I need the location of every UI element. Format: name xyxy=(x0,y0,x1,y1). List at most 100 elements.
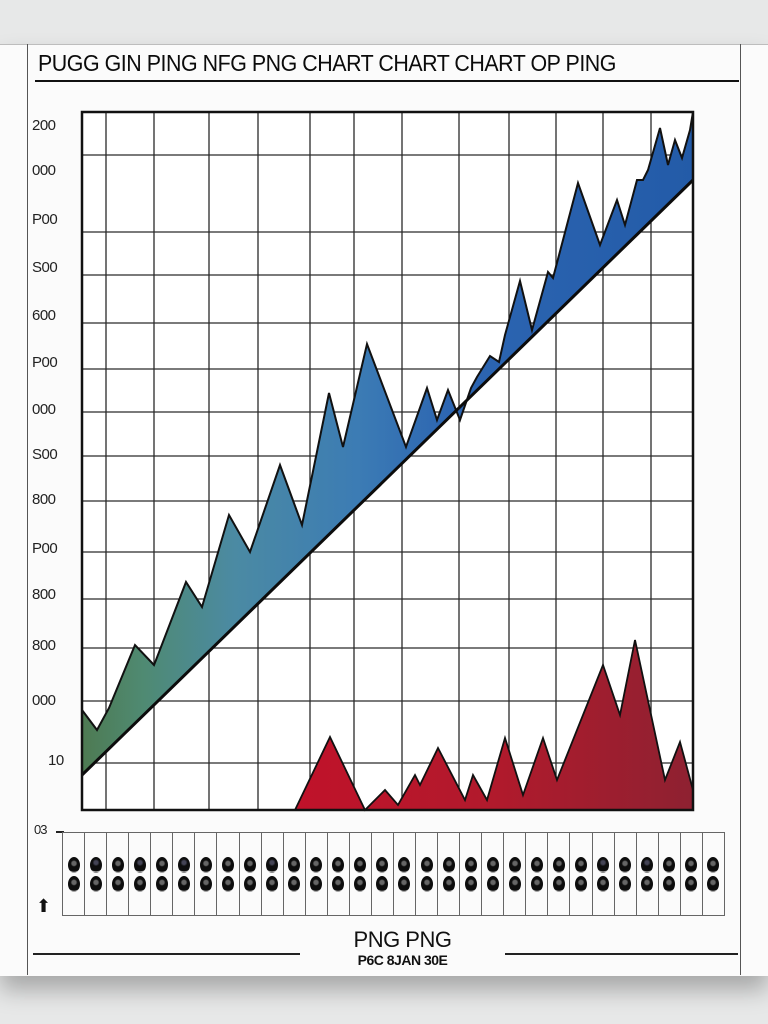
legend-cell xyxy=(150,833,172,915)
eye-dot-icon xyxy=(420,875,433,892)
eye-dot-icon xyxy=(111,875,124,892)
legend-cell xyxy=(503,833,525,915)
plot-border xyxy=(80,110,695,812)
eye-dot-icon xyxy=(442,856,455,873)
eye-dot-icon xyxy=(376,875,389,892)
y-tick-label: S00 xyxy=(32,446,58,463)
eye-dot-icon xyxy=(221,856,234,873)
eye-dot-icon xyxy=(619,875,632,892)
eye-dot-icon xyxy=(464,856,477,873)
eye-dot-icon xyxy=(89,856,102,873)
eye-dot-icon xyxy=(685,856,698,873)
footer-rule-right xyxy=(505,953,738,955)
eye-dot-icon xyxy=(177,875,190,892)
paper-border-right xyxy=(740,44,741,975)
paper-border-left xyxy=(27,44,28,975)
y-tick-label: P00 xyxy=(32,211,58,228)
eye-dot-icon xyxy=(663,856,676,873)
legend-cell xyxy=(392,833,415,915)
legend-cell xyxy=(657,833,680,915)
eye-dot-icon xyxy=(641,875,654,892)
legend-cell xyxy=(216,833,238,915)
legend-cell xyxy=(591,833,614,915)
legend-cell xyxy=(701,833,724,915)
eye-dot-icon xyxy=(155,856,168,873)
eye-dot-icon xyxy=(574,856,587,873)
eye-dot-icon xyxy=(199,856,212,873)
eye-dot-icon xyxy=(288,875,301,892)
legend-cell xyxy=(304,833,327,915)
eye-dot-icon xyxy=(530,856,543,873)
origin-tick xyxy=(56,831,64,833)
eye-dot-icon xyxy=(332,875,345,892)
eye-dot-icon xyxy=(89,875,102,892)
legend-cell xyxy=(525,833,547,915)
legend-cell xyxy=(194,833,216,915)
upper-area-series xyxy=(81,111,694,778)
eye-dot-icon xyxy=(641,856,654,873)
y-axis-origin-label: 03 xyxy=(34,822,48,837)
legend-cell xyxy=(481,833,503,915)
eye-dot-icon xyxy=(707,875,720,892)
eye-dot-icon xyxy=(486,875,499,892)
legend-cell xyxy=(172,833,194,915)
eye-dot-icon xyxy=(332,856,345,873)
eye-dot-icon xyxy=(464,875,477,892)
eye-dot-icon xyxy=(354,856,367,873)
eye-dot-icon xyxy=(508,875,521,892)
y-tick-label: 200 xyxy=(32,117,56,134)
eye-dot-icon xyxy=(244,875,257,892)
eye-dot-icon xyxy=(244,856,257,873)
eye-dot-icon xyxy=(67,875,80,892)
eye-dot-icon xyxy=(111,856,124,873)
legend-cell xyxy=(613,833,636,915)
legend-cell xyxy=(459,833,481,915)
eye-dot-icon xyxy=(574,875,587,892)
legend-strip xyxy=(62,832,725,916)
eye-dot-icon xyxy=(420,856,433,873)
eye-dot-icon xyxy=(177,856,190,873)
eye-dot-icon xyxy=(266,875,279,892)
legend-cell xyxy=(282,833,305,915)
y-tick-label: 800 xyxy=(32,586,56,603)
eye-dot-icon xyxy=(67,856,80,873)
legend-cell xyxy=(415,833,437,915)
y-tick-label: 600 xyxy=(32,307,56,324)
eye-dot-icon xyxy=(552,856,565,873)
legend-cell xyxy=(547,833,569,915)
eye-dot-icon xyxy=(199,875,212,892)
y-tick-label: 000 xyxy=(32,401,56,418)
eye-dot-icon xyxy=(707,856,720,873)
legend-cell xyxy=(437,833,459,915)
eye-dot-icon xyxy=(354,875,367,892)
legend-cell xyxy=(635,833,658,915)
eye-dot-icon xyxy=(619,856,632,873)
y-tick-label: P00 xyxy=(32,354,58,371)
trend-line xyxy=(80,178,695,777)
eye-dot-icon xyxy=(155,875,168,892)
title-underline xyxy=(35,80,739,82)
eye-dot-icon xyxy=(398,856,411,873)
eye-dot-icon xyxy=(442,875,455,892)
legend-cell xyxy=(260,833,283,915)
eye-dot-icon xyxy=(508,856,521,873)
legend-cell xyxy=(238,833,261,915)
y-tick-label: 800 xyxy=(32,491,56,508)
legend-cell xyxy=(679,833,702,915)
eye-dot-icon xyxy=(133,856,146,873)
y-tick-label: P00 xyxy=(32,540,58,557)
eye-dot-icon xyxy=(310,856,323,873)
eye-dot-icon xyxy=(685,875,698,892)
eye-dot-icon xyxy=(486,856,499,873)
y-tick-label: 000 xyxy=(32,692,56,709)
eye-dot-icon xyxy=(221,875,234,892)
legend-cell xyxy=(84,833,106,915)
y-tick-label: 800 xyxy=(32,637,56,654)
eye-dot-icon xyxy=(266,856,279,873)
legend-cell xyxy=(370,833,393,915)
legend-cell xyxy=(106,833,128,915)
lower-area-series xyxy=(293,639,694,812)
eye-dot-icon xyxy=(398,875,411,892)
footer-rule-left xyxy=(33,953,300,955)
